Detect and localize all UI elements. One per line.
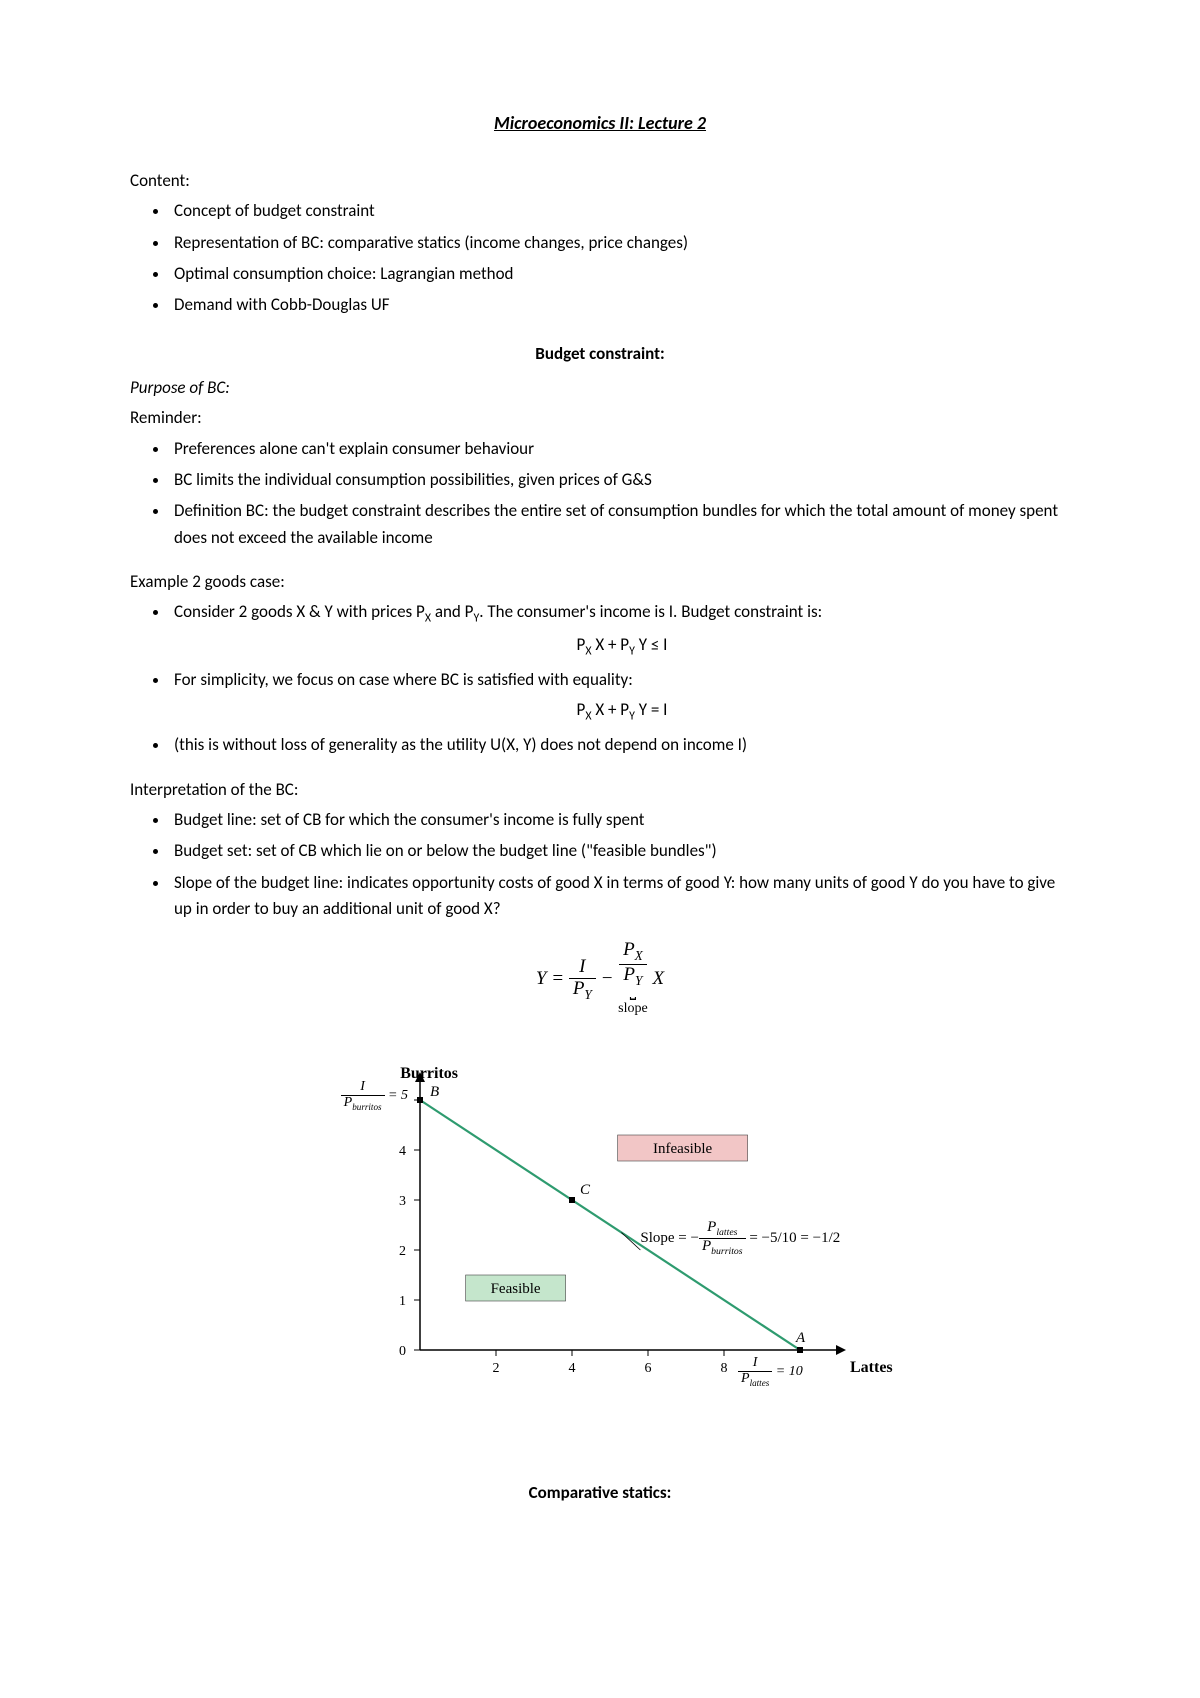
numerator: PX [619,940,647,964]
slope-equation: Y = I PY − PX PY ⎵ slope X [130,940,1070,1020]
eq-text: X + P [591,634,629,655]
eq-minus: − [601,968,619,989]
numerator: I [569,957,596,979]
svg-text:4: 4 [399,1144,406,1159]
example-list: Consider 2 goods X & Y with prices PX an… [130,599,1070,758]
chart-svg: InfeasibleFeasible246801234BCABurritosLa… [290,1050,910,1420]
list-item: For simplicity, we focus on case where B… [170,667,1070,726]
svg-text:2: 2 [399,1244,406,1259]
list-item: Representation of BC: comparative static… [170,230,1070,256]
list-item: Budget set: set of CB which lie on or be… [170,838,1070,864]
example-label: Example 2 goods case: [130,569,1070,595]
svg-text:0: 0 [399,1344,406,1359]
budget-line-chart: InfeasibleFeasible246801234BCABurritosLa… [130,1050,1070,1420]
fraction-1: I PY [569,957,596,1002]
svg-text:2: 2 [493,1361,500,1376]
svg-text:Burritos: Burritos [400,1065,458,1082]
list-item: BC limits the individual consumption pos… [170,467,1070,493]
interpretation-label: Interpretation of the BC: [130,777,1070,803]
eq-text: Y = I [635,699,668,720]
list-item: Demand with Cobb-Douglas UF [170,292,1070,318]
underbrace-slope: PX PY ⎵ slope [618,940,648,1020]
eq-text: P [577,634,586,655]
eq-text: Y ≤ I [635,634,668,655]
content-label: Content: [130,168,1070,194]
text: and P [431,601,473,622]
list-item: Preferences alone can't explain consumer… [170,436,1070,462]
text: Consider 2 goods X & Y with prices P [174,601,425,622]
svg-text:4: 4 [569,1361,576,1376]
interpretation-list: Budget line: set of CB for which the con… [130,807,1070,922]
reminder-list: Preferences alone can't explain consumer… [130,436,1070,551]
text: For simplicity, we focus on case where B… [174,669,633,690]
list-item: Consider 2 goods X & Y with prices PX an… [170,599,1070,661]
eq-lhs: Y = [536,968,569,989]
equation-1: PX X + PY Y ≤ I [174,632,1070,661]
document-page: Microeconomics II: Lecture 2 Content: Co… [0,0,1200,1586]
list-item: Slope of the budget line: indicates oppo… [170,870,1070,923]
list-item: Definition BC: the budget constraint des… [170,498,1070,551]
svg-text:1: 1 [399,1294,406,1309]
svg-text:Infeasible: Infeasible [653,1141,712,1157]
list-item: (this is without loss of generality as t… [170,732,1070,758]
svg-text:C: C [580,1182,591,1198]
budget-constraint-heading: Budget constraint: [130,341,1070,367]
svg-text:Feasible: Feasible [491,1281,541,1297]
eq-text: X + P [591,699,629,720]
list-item: Budget line: set of CB for which the con… [170,807,1070,833]
text: . The consumer's income is I. Budget con… [479,601,822,622]
fraction-2: PX PY [619,940,647,988]
purpose-label: Purpose of BC: [130,375,1070,401]
equation-2: PX X + PY Y = I [174,697,1070,726]
svg-text:3: 3 [399,1194,406,1209]
eq-text: P [577,699,586,720]
list-item: Concept of budget constraint [170,198,1070,224]
svg-text:A: A [795,1330,806,1346]
list-item: Optimal consumption choice: Lagrangian m… [170,261,1070,287]
svg-text:B: B [430,1084,439,1100]
reminder-label: Reminder: [130,405,1070,431]
content-list: Concept of budget constraint Representat… [130,198,1070,318]
denominator: PY [569,979,596,1002]
eq-tail: X [652,968,664,989]
lecture-title: Microeconomics II: Lecture 2 [130,110,1070,138]
slope-label: slope [618,998,648,1020]
svg-text:6: 6 [645,1361,652,1376]
comparative-statics-heading: Comparative statics: [130,1480,1070,1506]
svg-text:8: 8 [721,1361,728,1376]
